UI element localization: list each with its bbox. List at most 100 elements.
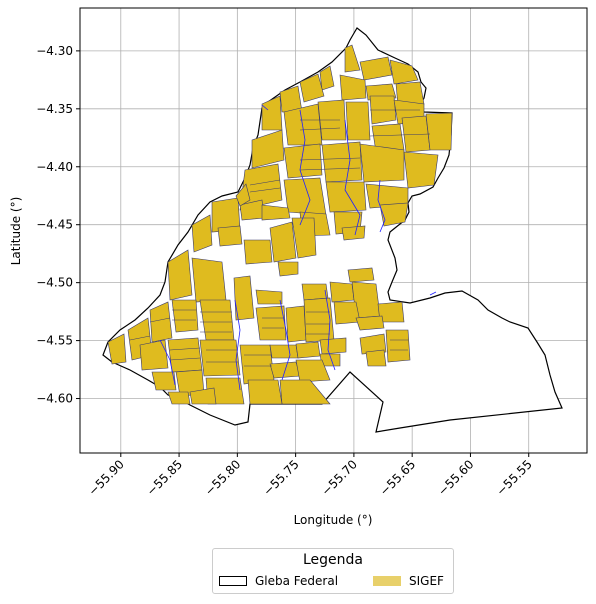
sigef-parcel (359, 333, 387, 355)
sigef-parcel (243, 239, 273, 265)
y-tick-label: −4.45 (36, 218, 73, 232)
parcel-subdivision-line (299, 167, 361, 171)
sigef-parcel (279, 379, 331, 405)
legend-title: Legenda (302, 552, 363, 568)
sigef-parcel (217, 225, 243, 247)
parcel-subdivision-line (369, 133, 431, 137)
y-tick-label: −4.40 (36, 160, 73, 174)
sigef-parcel (277, 261, 299, 277)
sigef-parcel (251, 129, 285, 169)
sigef-parcel (269, 221, 297, 263)
sigef-parcel (139, 339, 169, 371)
sigef-parcels (107, 44, 453, 405)
sigef-parcel (295, 359, 331, 383)
sigef-parcel (355, 315, 385, 331)
sigef-parcel (167, 391, 191, 405)
y-tick-label: −4.50 (36, 276, 73, 290)
sigef-parcel (199, 299, 235, 341)
y-tick-label: −4.55 (36, 334, 73, 348)
sigef-parcel (344, 44, 361, 73)
sigef-parcel (385, 329, 411, 363)
y-tick-label: −4.35 (36, 102, 73, 116)
parcel-subdivision-line (249, 179, 281, 186)
parcel-subdivision-line (149, 317, 171, 323)
sigef-parcel (233, 275, 255, 321)
y-axis-ticks: −4.30 −4.35 −4.40 −4.45 −4.50 −4.55 −4.60 (36, 44, 80, 406)
sigef-parcel (167, 337, 203, 373)
sigef-parcel (389, 59, 419, 85)
sigef-parcel (359, 143, 405, 183)
y-tick-label: −4.60 (36, 392, 73, 406)
axes-frame (79, 7, 588, 454)
sigef-parcel (301, 283, 329, 301)
sigef-parcel (191, 257, 227, 303)
river-lines (159, 104, 437, 391)
sigef-parcel (299, 73, 325, 103)
sigef-parcel (199, 339, 241, 377)
sigef-parcel (339, 74, 367, 101)
sigef-parcel (261, 95, 283, 131)
x-axis-ticks: −55.90 −55.85 −55.80 −55.75 −55.70 −55.65 −55.… (86, 453, 535, 499)
sigef-parcel (403, 151, 439, 189)
legend-item-sigef: SIGEF (373, 574, 444, 588)
parcel-subdivision-line (129, 335, 151, 341)
x-tick-label: −55.80 (202, 457, 243, 498)
sigef-parcel (329, 281, 355, 303)
parcel-subdivision-line (169, 357, 201, 361)
sigef-parcel (239, 344, 275, 385)
sigef-parcel (347, 267, 375, 283)
parcel-subdivision-line (169, 347, 201, 351)
sigef-parcel (191, 214, 213, 253)
sigef-parcel (235, 183, 251, 207)
sigef-parcel (107, 333, 127, 365)
x-tick-label: −55.85 (144, 457, 185, 498)
legend-label-sigef: SIGEF (409, 574, 444, 588)
x-tick-label: −55.70 (319, 457, 360, 498)
sigef-parcel (255, 305, 287, 341)
x-axis-label: Longitude (°) (294, 513, 373, 527)
sigef-parcel (167, 249, 193, 301)
legend-swatch-gleba (219, 576, 247, 586)
sigef-parcel (333, 301, 361, 325)
x-tick-label: −55.75 (260, 457, 301, 498)
sigef-parcel (151, 371, 177, 391)
x-tick-label: −55.55 (494, 457, 535, 498)
parcel-subdivision-line (299, 127, 341, 131)
legend-swatch-sigef (373, 576, 401, 586)
sigef-parcel (295, 341, 321, 359)
sigef-parcel (303, 297, 335, 343)
x-tick-label: −55.90 (86, 457, 127, 498)
x-tick-label: −55.65 (377, 457, 418, 498)
sigef-parcel (341, 225, 366, 241)
sigef-parcel (279, 85, 303, 113)
sigef-parcel (149, 301, 173, 343)
sigef-parcel (285, 305, 307, 343)
sigef-parcel (283, 143, 323, 179)
sigef-parcel (319, 65, 335, 91)
legend-item-gleba: Gleba Federal (219, 574, 338, 588)
x-tick-label: −55.60 (435, 457, 476, 498)
sigef-parcel (247, 379, 283, 405)
sigef-parcel (379, 202, 409, 227)
sigef-parcel (365, 183, 409, 209)
y-axis-label: Latitude (°) (9, 197, 23, 266)
legend: Legenda Gleba Federal SIGEF (212, 548, 454, 594)
parcel-subdivision-line (249, 187, 281, 193)
sigef-parcel (171, 299, 199, 333)
sigef-parcel (255, 289, 283, 305)
sigef-parcel (425, 112, 453, 151)
sigef-parcel (325, 181, 367, 213)
sigef-parcel (283, 177, 327, 216)
legend-label-gleba: Gleba Federal (255, 574, 339, 588)
sigef-parcel (319, 337, 347, 355)
sigef-parcel (321, 141, 363, 183)
sigef-parcel (345, 101, 371, 141)
sigef-parcel (291, 217, 317, 259)
sigef-parcel (365, 349, 387, 367)
y-tick-label: −4.30 (36, 44, 73, 58)
sigef-parcel (189, 387, 217, 405)
sigef-parcel (269, 344, 299, 359)
sigef-parcel (261, 204, 291, 221)
sigef-parcel (359, 56, 393, 81)
